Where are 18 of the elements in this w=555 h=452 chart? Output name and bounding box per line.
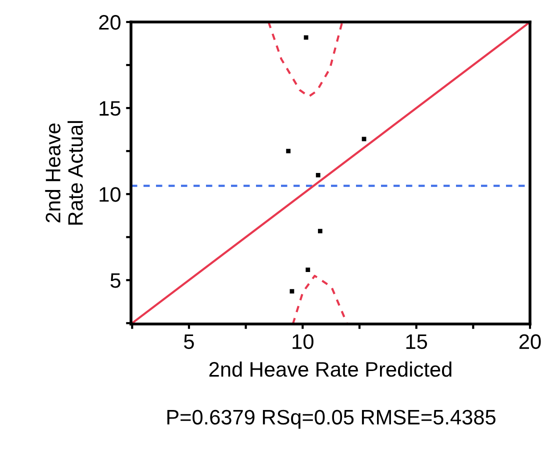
y-tick-label: 20	[99, 15, 120, 30]
point	[286, 148, 291, 154]
point	[306, 268, 310, 272]
y-tick-label: 15	[100, 101, 120, 116]
x-tick-label: 15	[406, 334, 428, 350]
point	[290, 289, 294, 294]
point	[318, 228, 322, 234]
y-tick-label: 10	[100, 187, 120, 202]
point	[304, 35, 308, 40]
text: P=0.6379 RSq=0.05 RMSE=5.4385	[167, 410, 496, 429]
y-tick-label: 5	[110, 273, 120, 288]
x-tick-label: 10	[292, 334, 314, 350]
x-tick-label: 20	[519, 334, 541, 350]
y-axis-title: 2nd Heave Rate Actual	[45, 121, 83, 225]
line-series	[268, 22, 344, 98]
point	[316, 172, 320, 178]
x-tick-label: 5	[184, 334, 194, 350]
x-axis-title: 2nd Heave Rate Predicted	[209, 361, 452, 377]
